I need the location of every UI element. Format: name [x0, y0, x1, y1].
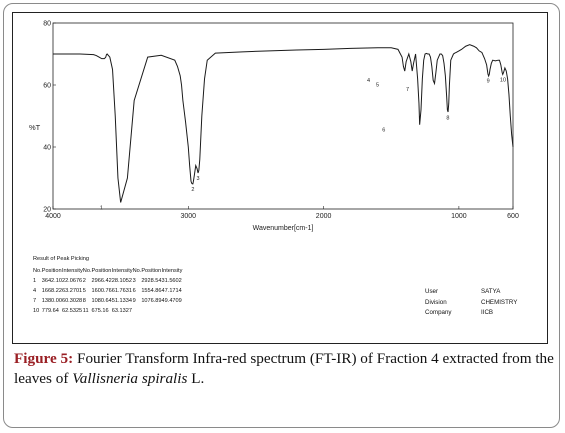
peak-table-cell: 60.3028	[61, 298, 83, 304]
peak-table-cell: 31.5602	[161, 278, 182, 284]
peak-label: 6	[382, 128, 385, 134]
y-tick-label: 80	[43, 21, 51, 28]
peak-table-cell: 11	[82, 308, 89, 314]
peak-table-cell: 10	[33, 308, 40, 314]
peak-label: 7	[406, 87, 409, 93]
spectrum-line	[53, 44, 514, 203]
peak-label: 5	[376, 82, 379, 88]
peak-table-header-cell: Position	[91, 268, 112, 274]
peak-table-header: No. Position Intensity No. Position Intensity…	[33, 266, 182, 276]
chart-axes	[52, 22, 514, 210]
metadata-label: Division	[425, 298, 447, 306]
peak-table-cell: 63.1327	[111, 308, 132, 314]
x-tick-label: 3000	[181, 213, 197, 220]
metadata-value: SATYA	[481, 288, 501, 295]
table-row: 4 1668.22 63.2701 5 1600.76 61.7631 6 1554.86 47…	[33, 286, 182, 296]
spectrum-panel: 4000 3000 2000 1000 600 20 40 60 80 1 2 3 4 5 6 7 8 9 10 …	[12, 12, 548, 344]
peak-label: 2	[191, 187, 194, 193]
table-row: 1 3642.10 22.0676 2 2966.42 28.1052 3 2928.54 31…	[33, 276, 182, 286]
caption-text-end: L.	[187, 370, 205, 387]
peak-label: 9	[487, 79, 490, 85]
peak-table-cell: 22.0676	[61, 278, 83, 284]
peak-table-cell: 675.16	[91, 308, 109, 314]
peak-label: 3	[197, 176, 200, 182]
peak-table-cell: 779.64	[41, 308, 59, 314]
peak-table-header-cell: Intensity	[61, 268, 83, 274]
table-row: 7 1380.00 60.3028 8 1080.64 51.1334 9 1076.89 49…	[33, 296, 182, 306]
plot-area	[52, 22, 514, 210]
metadata-value: CHEMISTRY	[481, 298, 518, 306]
peak-table-header-cell: Intensity	[161, 268, 183, 274]
peak-table-header-cell: Position	[41, 268, 62, 274]
peak-table-header-cell: Intensity	[111, 268, 133, 274]
metadata-value: IICB	[481, 309, 494, 316]
peak-table-header-cell: No.	[82, 268, 92, 274]
caption-species: Vallisneria spiralis	[72, 370, 188, 387]
figure-caption: Figure 5: Fourier Transform Infra-red sp…	[14, 349, 559, 389]
metadata-label: User	[425, 288, 439, 295]
peak-table-cell: 63.2701	[61, 288, 83, 294]
metadata-row: Division CHEMISTRY	[425, 298, 539, 309]
peak-table-header-cell: No.	[132, 268, 142, 274]
peak-table-cell: 4	[33, 288, 37, 294]
peak-table-cell: 1076.89	[141, 298, 162, 304]
x-tick-label: 600	[507, 213, 519, 220]
peak-table-cell: 62.5325	[61, 308, 83, 314]
peak-table-cell: 28.1052	[111, 278, 132, 284]
peak-table-cell: 5	[82, 288, 86, 294]
peak-table-cell	[141, 306, 161, 316]
peak-table-cell: 3642.10	[41, 278, 62, 284]
peak-table-cell: 9	[132, 298, 136, 304]
sample-metadata: User SATYA Division CHEMISTRY Company IICB	[425, 287, 539, 319]
metadata-label: Company	[425, 309, 452, 316]
peak-table-header-cell: No.	[33, 268, 42, 274]
peak-table: No. Position Intensity No. Position Intensity…	[33, 266, 182, 316]
y-axis-label: %T	[29, 123, 41, 132]
peak-table-cell: 2966.42	[91, 278, 112, 284]
peak-table-cell: 1600.76	[91, 288, 112, 294]
peak-table-cell: 1	[33, 278, 37, 284]
x-tick-label: 1000	[451, 213, 467, 220]
peak-table-cell: 1668.22	[41, 288, 62, 294]
metadata-row: Company IICB	[425, 308, 539, 319]
caption-text: Fourier Transform Infra-red spectrum (FT…	[14, 350, 554, 387]
peak-table-cell: 3	[132, 278, 136, 284]
table-row: 10 779.64 62.5325 11 675.16 63.1327	[33, 306, 182, 316]
peak-table-cell: 2	[82, 278, 86, 284]
caption-label: Figure 5:	[14, 350, 74, 367]
peak-label: 8	[446, 116, 449, 122]
metadata-row: User SATYA	[425, 287, 539, 298]
x-tick-label: 2000	[316, 213, 332, 220]
peak-table-cell: 49.4709	[161, 298, 182, 304]
metadata-table: User SATYA Division CHEMISTRY Company IICB	[425, 287, 539, 319]
peak-table-cell: 61.7631	[111, 288, 132, 294]
peak-label: 1	[100, 205, 103, 211]
peak-label: 10	[500, 77, 506, 83]
peak-table-cell: 8	[82, 298, 86, 304]
peak-label: 4	[367, 78, 370, 84]
tick-labels: 4000 3000 2000 1000 600 20 40 60 80	[43, 21, 519, 221]
peak-table-title: Result of Peak Picking	[33, 256, 89, 262]
peak-table-header-cell: Position	[141, 268, 162, 274]
peak-table-cell: 1380.00	[41, 298, 62, 304]
peak-table-cell	[133, 306, 142, 316]
y-tick-label: 60	[43, 83, 51, 90]
peak-table-cell: 7	[33, 298, 37, 304]
x-axis-label: Wavenumber[cm-1]	[253, 225, 314, 232]
y-tick-label: 40	[43, 145, 51, 152]
peak-table-cell: 1554.86	[141, 288, 162, 294]
peak-table-cell: 6	[132, 288, 136, 294]
peak-table-cell: 51.1334	[111, 298, 132, 304]
peak-table-cell	[162, 306, 183, 316]
peak-table-cell: 47.1714	[161, 288, 182, 294]
peak-table-cell: 1080.64	[91, 298, 112, 304]
y-tick-label: 20	[43, 207, 51, 214]
x-tick-label: 4000	[45, 213, 61, 220]
peak-table-cell: 2928.54	[141, 278, 162, 284]
